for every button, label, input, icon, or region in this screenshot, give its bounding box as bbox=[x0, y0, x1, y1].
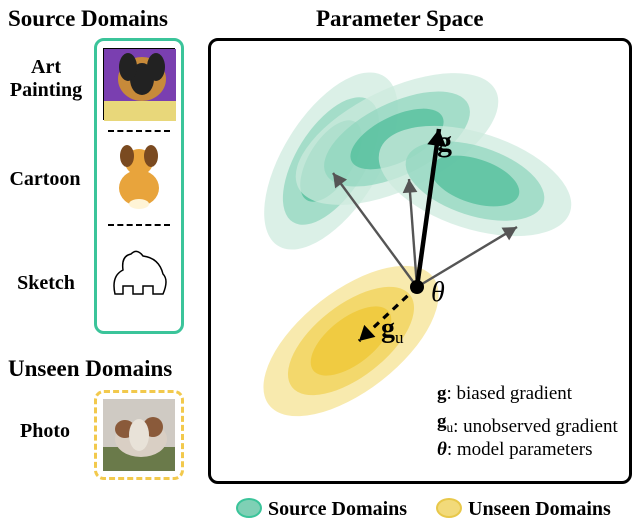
svg-text:gu: unobserved gradient: gu: unobserved gradient bbox=[437, 411, 618, 437]
parameter-space-header: Parameter Space bbox=[316, 6, 484, 32]
svg-text:g: biased gradient: g: biased gradient bbox=[437, 383, 573, 404]
art-label-line2: Painting bbox=[10, 79, 82, 101]
legend-source-swatch bbox=[236, 498, 262, 518]
unseen-domains-header: Unseen Domains bbox=[8, 356, 172, 382]
source-domains-header: Source Domains bbox=[8, 6, 168, 32]
legend-unseen-swatch bbox=[436, 498, 462, 518]
art-label-line1: Art bbox=[31, 56, 61, 78]
separator-1 bbox=[108, 130, 170, 132]
separator-2 bbox=[108, 224, 170, 226]
cartoon-thumbnail bbox=[103, 142, 175, 214]
sketch-thumbnail bbox=[103, 240, 175, 312]
art-painting-label: Art Painting bbox=[4, 56, 88, 102]
cartoon-label: Cartoon bbox=[0, 168, 90, 191]
sketch-label: Sketch bbox=[6, 272, 86, 295]
parameter-space-diagram: θggug: biased gradientgu: unobserved gra… bbox=[211, 41, 629, 481]
legend-unseen-label: Unseen Domains bbox=[468, 498, 611, 521]
legend-source-label: Source Domains bbox=[268, 498, 407, 521]
svg-text:θ: model parameters: θ: model parameters bbox=[437, 439, 592, 460]
svg-text:θ: θ bbox=[431, 277, 445, 308]
art-thumbnail bbox=[103, 48, 175, 120]
svg-text:g: g bbox=[437, 125, 452, 158]
photo-label: Photo bbox=[10, 420, 80, 443]
svg-text:u: u bbox=[395, 328, 404, 347]
photo-thumbnail bbox=[103, 399, 175, 471]
parameter-space-box: θggug: biased gradientgu: unobserved gra… bbox=[208, 38, 632, 484]
svg-text:g: g bbox=[381, 313, 395, 344]
